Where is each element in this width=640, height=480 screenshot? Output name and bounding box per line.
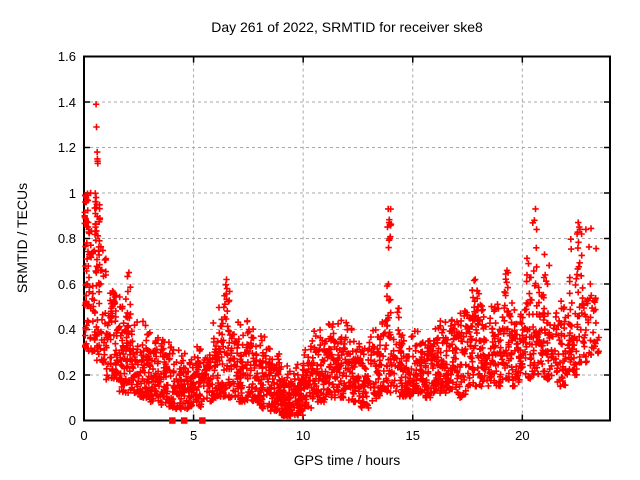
flagged-square-marker [199, 417, 206, 424]
grid-lines [84, 56, 610, 421]
chart-title: Day 261 of 2022, SRMTID for receiver ske… [211, 19, 483, 35]
x-tick-label: 15 [405, 428, 420, 443]
flagged-square-marker [169, 417, 176, 424]
x-tick-label: 20 [515, 428, 530, 443]
y-tick-label: 0.2 [57, 367, 76, 383]
data-points-plus [81, 101, 602, 420]
y-tick-label: 0 [68, 413, 76, 428]
flagged-square-marker [180, 417, 188, 424]
x-axis-title: GPS time / hours [293, 452, 401, 468]
y-tick-label: 1.4 [57, 94, 76, 110]
y-tick-label: 0.8 [57, 231, 76, 246]
x-tick-label: 5 [189, 428, 198, 443]
x-tick-label: 0 [80, 428, 88, 443]
y-tick-label: 0.6 [57, 276, 76, 292]
y-tick-label: 1 [68, 185, 76, 201]
y-tick-label: 1.6 [57, 49, 76, 64]
y-tick-label: 0.4 [57, 322, 76, 337]
tick-marks [83, 55, 610, 422]
y-tick-label: 1.2 [57, 140, 76, 155]
x-tick-label: 10 [295, 428, 311, 443]
flagged-points-squares [169, 417, 206, 424]
